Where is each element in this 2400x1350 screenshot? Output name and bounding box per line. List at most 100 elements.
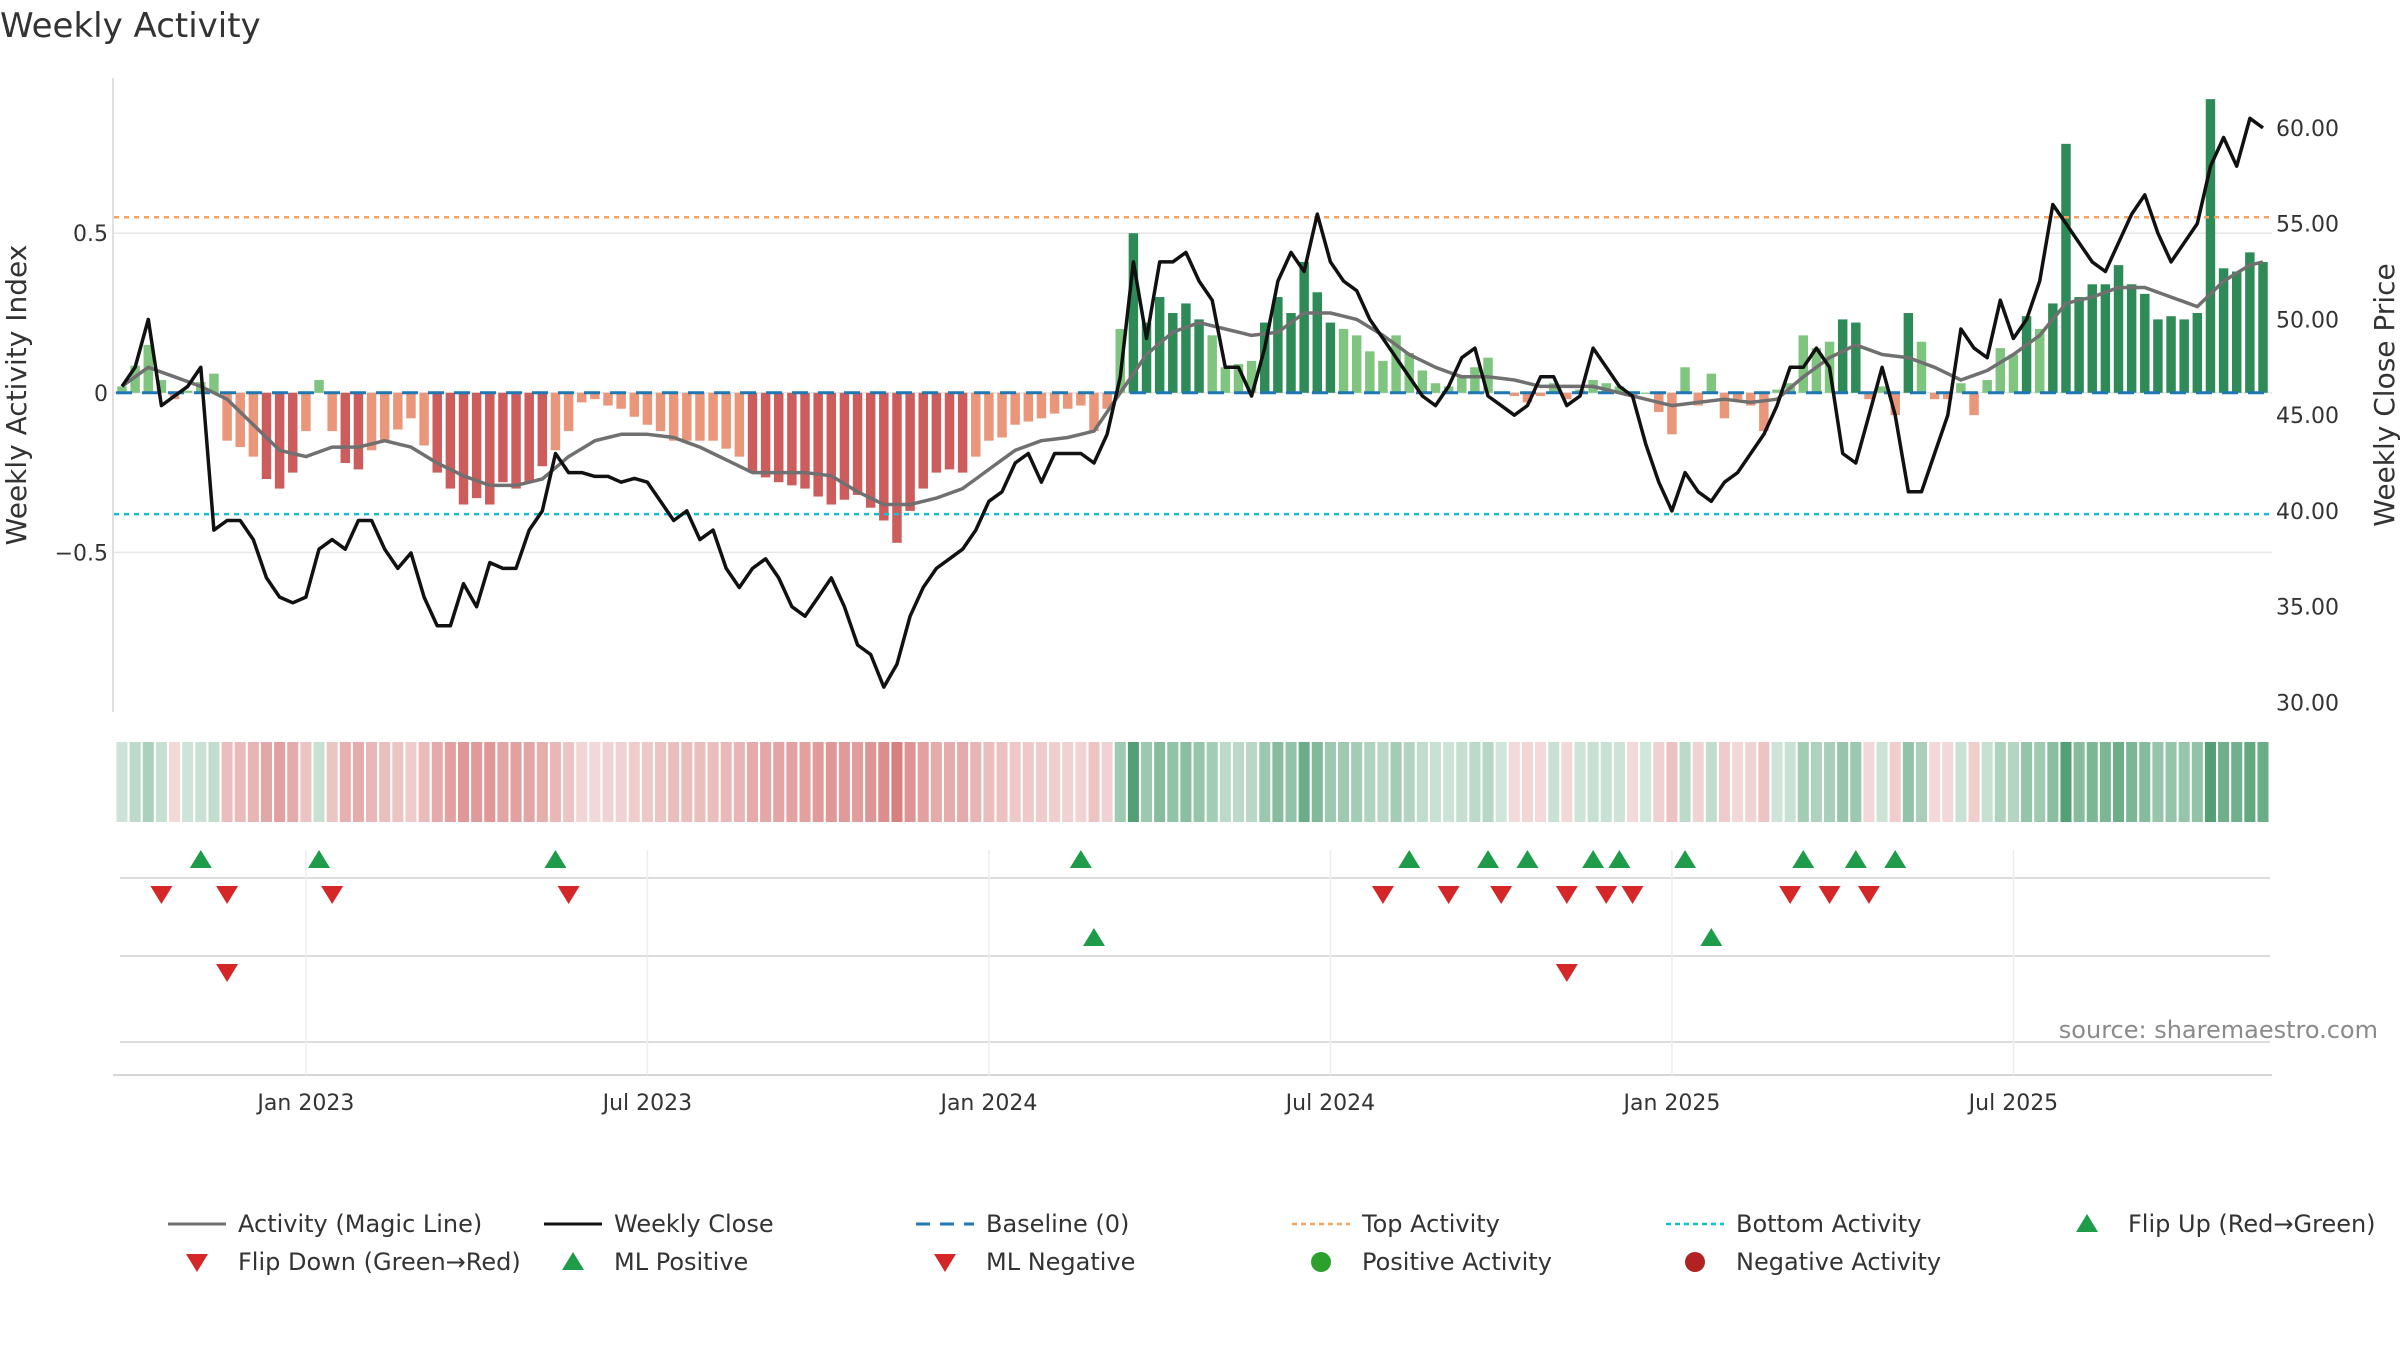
ribbon-cell (1443, 742, 1455, 822)
ribbon-cell (1403, 742, 1415, 822)
ribbon-cell (812, 742, 824, 822)
activity-bar (1614, 386, 1625, 393)
ribbon-cell (274, 742, 286, 822)
ribbon-cell (1810, 742, 1822, 822)
ribbon-cell (1548, 742, 1560, 822)
ribbon-cell (2257, 742, 2269, 822)
flip-markers (120, 850, 2270, 1043)
activity-bar (1168, 313, 1178, 393)
ribbon-cell (1837, 742, 1849, 822)
ribbon-cell (1009, 742, 1021, 822)
activity-bar (340, 392, 351, 464)
activity-bar (1312, 292, 1323, 393)
activity-bar (2153, 319, 2163, 393)
ribbon-cell (2152, 742, 2164, 822)
flip-down-marker (557, 886, 580, 904)
flip-down-marker (1371, 886, 1394, 904)
flip-up-marker (1608, 850, 1631, 868)
ribbon-cell (1495, 742, 1507, 822)
x-tick-label: Jul 2023 (601, 1091, 693, 1116)
activity-bar (1010, 392, 1020, 425)
activity-ribbon (116, 742, 2269, 822)
activity-bar (1233, 364, 1244, 393)
ribbon-cell (431, 742, 443, 822)
activity-bar (1430, 383, 1441, 393)
activity-bar (1089, 392, 1099, 432)
ribbon-cell (484, 742, 496, 822)
ribbon-cell (668, 742, 680, 822)
ribbon-cell (1653, 742, 1665, 822)
activity-bar (1404, 352, 1414, 393)
ribbon-cell (1022, 742, 1034, 822)
ribbon-cell (1968, 742, 1980, 822)
legend-label: Negative Activity (1736, 1248, 1941, 1276)
activity-bar (813, 392, 823, 497)
ribbon-cell (1994, 742, 2006, 822)
activity-bar (1916, 341, 1927, 393)
ribbon-cell (247, 742, 259, 822)
ribbon-cell (2139, 742, 2151, 822)
flip-up-marker (1884, 850, 1907, 868)
activity-bar (774, 392, 784, 483)
right-tick-label: 35.00 (2276, 596, 2339, 621)
flip-down-marker (1818, 886, 1841, 904)
ribbon-cell (1469, 742, 1481, 822)
right-tick-label: 45.00 (2276, 404, 2339, 429)
reference-lines (114, 216, 2272, 516)
activity-bar (1062, 392, 1073, 409)
activity-bar (839, 392, 850, 500)
legend-label: Positive Activity (1362, 1248, 1552, 1276)
ribbon-cell (865, 742, 877, 822)
ribbon-cell (536, 742, 548, 822)
ribbon-cell (2086, 742, 2098, 822)
activity-bar (760, 392, 771, 478)
activity-bar (327, 392, 337, 432)
ribbon-cell (1154, 742, 1166, 822)
ribbon-cell (1377, 742, 1389, 822)
activity-bar (274, 392, 285, 489)
ribbon-cell (2191, 742, 2203, 822)
activity-bar (419, 392, 429, 446)
ribbon-cell (405, 742, 417, 822)
flip-down-marker (1555, 886, 1578, 904)
activity-bar (2245, 252, 2255, 393)
activity-bar (1102, 392, 1112, 409)
activity-bar (2179, 319, 2189, 393)
activity-bar (1798, 335, 1809, 393)
ribbon-cell (1141, 742, 1153, 822)
weekly-close-line (120, 116, 2265, 689)
left-tick-label: 0.5 (73, 222, 108, 247)
activity-bar (222, 392, 232, 441)
ribbon-cell (1482, 742, 1494, 822)
legend-label: Baseline (0) (986, 1210, 1129, 1238)
activity-bar (524, 392, 534, 483)
activity-bar (209, 373, 219, 393)
ribbon-cell (1167, 742, 1179, 822)
ribbon-cell (1246, 742, 1258, 822)
ribbon-cell (1311, 742, 1323, 822)
activity-bar (1457, 376, 1467, 393)
chart-title: Weekly Activity (0, 6, 261, 46)
activity-bar (826, 392, 837, 505)
activity-bar (682, 392, 692, 441)
ribbon-cell (379, 742, 391, 822)
ribbon-cell (799, 742, 811, 822)
right-tick-label: 40.00 (2276, 500, 2339, 525)
ribbon-cell (838, 742, 850, 822)
flip-down-marker (1857, 886, 1880, 904)
ribbon-cell (287, 742, 299, 822)
activity-bar (1759, 392, 1769, 432)
source-label: source: sharemaestro.com (2059, 1016, 2378, 1044)
flip-up-marker (189, 850, 212, 868)
ribbon-cell (2204, 742, 2216, 822)
ribbon-cell (1508, 742, 1520, 822)
ribbon-cell (1351, 742, 1363, 822)
ribbon-cell (1627, 742, 1639, 822)
ribbon-cell (1797, 742, 1809, 822)
activity-bar (366, 392, 377, 451)
ribbon-cell (2165, 742, 2177, 822)
ribbon-cell (878, 742, 890, 822)
right-tick-label: 55.00 (2276, 213, 2339, 238)
flip-up-marker (1844, 850, 1867, 868)
